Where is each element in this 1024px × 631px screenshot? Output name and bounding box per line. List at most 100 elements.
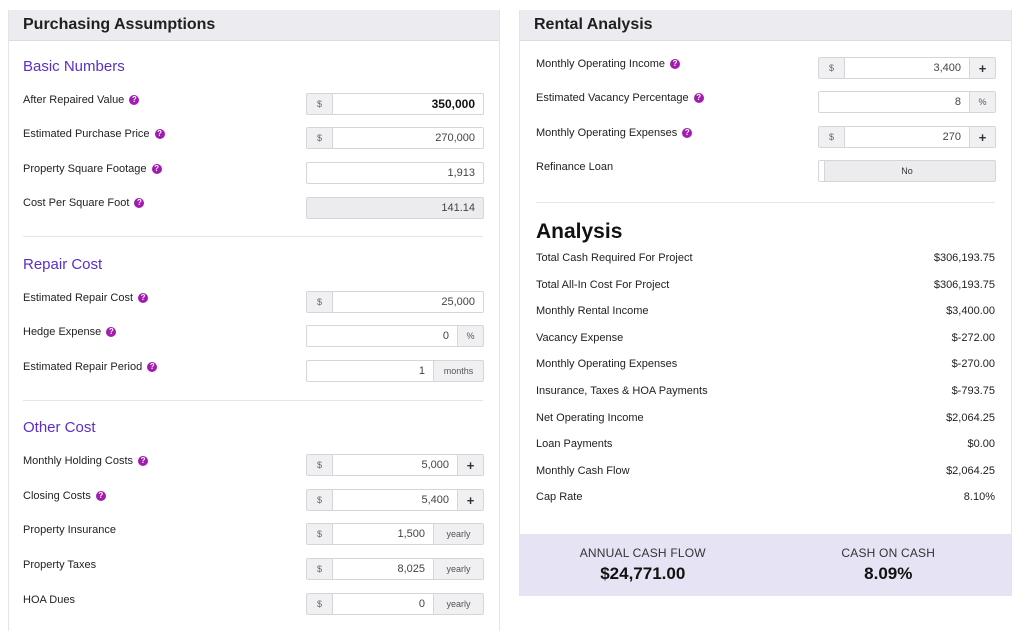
analysis-row-label: Monthly Rental Income: [536, 305, 649, 317]
hoa-label: HOA Dues: [23, 594, 75, 606]
analysis-row-label: Total Cash Required For Project: [536, 252, 693, 264]
repair-period-field[interactable]: 1 months: [306, 360, 484, 382]
dollar-prefix: $: [819, 58, 845, 78]
taxes-field[interactable]: $ 8,025 yearly: [306, 558, 484, 580]
dollar-prefix: $: [307, 594, 333, 614]
panel-header: Rental Analysis: [520, 10, 1011, 41]
operating-expenses-label: Monthly Operating Expenses?: [536, 123, 693, 143]
purchase-price-field[interactable]: $ 270,000: [306, 127, 484, 149]
analysis-row-value: $2,064.25: [946, 412, 995, 424]
analysis-row-value: $-272.00: [951, 332, 995, 344]
refinance-toggle-value: No: [901, 166, 913, 176]
rental-analysis-panel: Rental Analysis Monthly Operating Income…: [519, 10, 1012, 596]
toggle-knob[interactable]: [819, 161, 825, 181]
panel-title: Rental Analysis: [534, 16, 653, 33]
help-icon[interactable]: ?: [682, 128, 693, 138]
divider: [23, 236, 483, 237]
annual-cash-flow-value: $24,771.00: [600, 564, 686, 583]
insurance-input[interactable]: 1,500: [397, 528, 425, 540]
dollar-prefix: $: [307, 490, 333, 510]
analysis-row-value: 8.10%: [963, 491, 995, 503]
analysis-row-value: $306,193.75: [933, 252, 995, 264]
help-icon[interactable]: ?: [106, 327, 117, 337]
insurance-label: Property Insurance: [23, 524, 116, 536]
repair-cost-label: Estimated Repair Cost?: [23, 288, 149, 308]
analysis-row: Total All-In Cost For Project $306,193.7…: [536, 279, 995, 295]
hoa-input[interactable]: 0: [418, 598, 425, 610]
holding-costs-label: Monthly Holding Costs?: [23, 451, 149, 471]
help-icon[interactable]: ?: [147, 362, 158, 372]
square-footage-input[interactable]: 1,913: [447, 167, 475, 179]
square-footage-field[interactable]: 1,913: [306, 162, 484, 184]
summary-footer: ANNUAL CASH FLOW $24,771.00 CASH ON CASH…: [520, 534, 1011, 596]
dollar-prefix: $: [307, 94, 333, 114]
holding-costs-input[interactable]: 5,000: [421, 459, 449, 471]
analysis-row-label: Loan Payments: [536, 438, 613, 450]
vacancy-field[interactable]: 8 %: [818, 91, 996, 113]
operating-income-field[interactable]: $ 3,400 +: [818, 57, 996, 79]
analysis-row-label: Vacancy Expense: [536, 332, 624, 344]
plus-icon[interactable]: +: [457, 455, 483, 475]
after-repaired-value-field[interactable]: $ 350,000: [306, 93, 484, 115]
help-icon[interactable]: ?: [693, 93, 704, 103]
plus-icon[interactable]: +: [457, 490, 483, 510]
after-repaired-value-label: After Repaired Value?: [23, 90, 140, 110]
repair-period-label: Estimated Repair Period?: [23, 357, 158, 377]
help-icon[interactable]: ?: [154, 129, 165, 139]
purchase-price-input[interactable]: 270,000: [435, 132, 475, 144]
hedge-expense-input[interactable]: 0: [442, 330, 449, 342]
help-icon[interactable]: ?: [129, 95, 140, 105]
analysis-row: Cap Rate 8.10%: [536, 491, 995, 507]
cash-on-cash-label: CASH ON CASH: [841, 546, 936, 560]
help-icon[interactable]: ?: [670, 59, 681, 69]
divider: [536, 202, 995, 203]
analysis-row: Net Operating Income $2,064.25: [536, 412, 995, 428]
help-icon[interactable]: ?: [151, 164, 162, 174]
hoa-field[interactable]: $ 0 yearly: [306, 593, 484, 615]
analysis-row-label: Monthly Operating Expenses: [536, 358, 678, 370]
dollar-prefix: $: [307, 559, 333, 579]
closing-costs-input[interactable]: 5,400: [421, 494, 449, 506]
panel-header: Purchasing Assumptions: [9, 10, 499, 41]
dollar-prefix: $: [307, 292, 333, 312]
after-repaired-value-input[interactable]: 350,000: [431, 97, 475, 111]
section-heading-repair: Repair Cost: [23, 256, 103, 273]
analysis-row-value: $-793.75: [951, 385, 995, 397]
repair-cost-input[interactable]: 25,000: [441, 296, 475, 308]
operating-expenses-input[interactable]: 270: [942, 131, 961, 143]
operating-income-input[interactable]: 3,400: [933, 62, 961, 74]
square-footage-label: Property Square Footage?: [23, 159, 162, 179]
taxes-label: Property Taxes: [23, 559, 97, 571]
purchase-price-label: Estimated Purchase Price?: [23, 124, 165, 144]
holding-costs-field[interactable]: $ 5,000 +: [306, 454, 484, 476]
closing-costs-field[interactable]: $ 5,400 +: [306, 489, 484, 511]
refinance-toggle[interactable]: No: [818, 160, 996, 182]
vacancy-input[interactable]: 8: [954, 96, 961, 108]
hedge-expense-field[interactable]: 0 %: [306, 325, 484, 347]
help-icon[interactable]: ?: [95, 491, 106, 501]
repair-cost-field[interactable]: $ 25,000: [306, 291, 484, 313]
analysis-row-label: Insurance, Taxes & HOA Payments: [536, 385, 708, 397]
analysis-heading: Analysis: [536, 220, 623, 243]
plus-icon[interactable]: +: [969, 58, 995, 78]
analysis-row: Loan Payments $0.00: [536, 438, 995, 454]
analysis-row-value: $3,400.00: [946, 305, 995, 317]
plus-icon[interactable]: +: [969, 127, 995, 147]
repair-period-input[interactable]: 1: [418, 365, 425, 377]
analysis-row-value: $-270.00: [951, 358, 995, 370]
cash-on-cash-value: 8.09%: [864, 564, 913, 583]
taxes-input[interactable]: 8,025: [397, 563, 425, 575]
help-icon[interactable]: ?: [138, 456, 149, 466]
insurance-field[interactable]: $ 1,500 yearly: [306, 523, 484, 545]
help-icon[interactable]: ?: [138, 293, 149, 303]
yearly-suffix: yearly: [433, 524, 483, 544]
operating-expenses-field[interactable]: $ 270 +: [818, 126, 996, 148]
help-icon[interactable]: ?: [134, 198, 145, 208]
purchasing-assumptions-panel: Purchasing Assumptions Basic Numbers Aft…: [8, 10, 500, 631]
section-heading-other: Other Cost: [23, 419, 96, 436]
closing-costs-label: Closing Costs?: [23, 486, 106, 506]
analysis-row-label: Monthly Cash Flow: [536, 465, 630, 477]
section-heading-basic: Basic Numbers: [23, 58, 125, 75]
analysis-row: Total Cash Required For Project $306,193…: [536, 252, 995, 268]
analysis-row-value: $0.00: [967, 438, 995, 450]
